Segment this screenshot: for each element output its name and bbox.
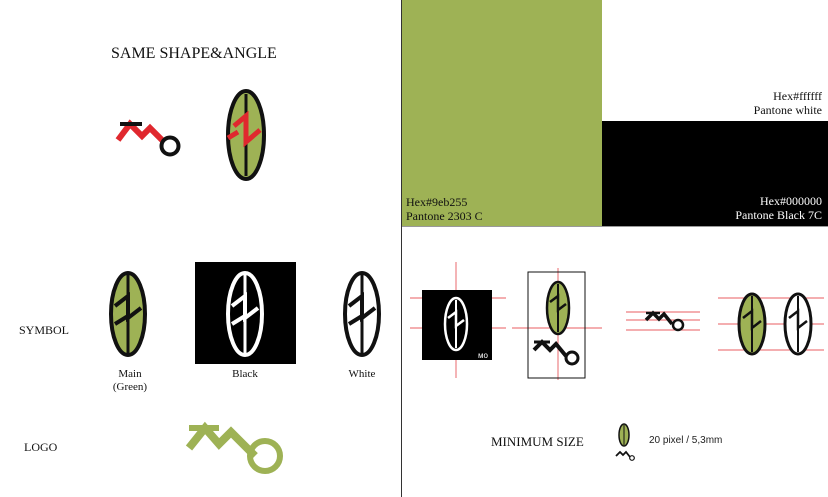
clearspace-vertical-lockup xyxy=(512,268,602,380)
symbol-white-label: White xyxy=(348,368,376,380)
swatch-white-hex: Hex#ffffff xyxy=(773,89,822,103)
vertical-divider xyxy=(401,0,402,497)
horizontal-divider xyxy=(402,226,828,227)
swatch-black-hex: Hex#000000 xyxy=(760,194,822,208)
swatch-black xyxy=(602,121,828,226)
logo-heading: LOGO xyxy=(24,440,58,454)
clearspace-black-symbol: ᴍo xyxy=(410,262,506,378)
symbol-black-label: Black xyxy=(232,368,258,380)
swatch-green-pantone: Pantone 2303 C xyxy=(406,209,483,223)
swatch-white-pantone: Pantone white xyxy=(753,103,822,117)
swatch-white xyxy=(602,0,828,121)
symbol-main-subcaption: (Green) xyxy=(112,381,148,393)
symbol-main-label: Main (Green) xyxy=(100,368,160,394)
symbol-main-caption: Main xyxy=(118,368,142,380)
minimum-size-note: 20 pixel / 5,3mm xyxy=(649,435,723,446)
swatch-black-text: Hex#000000 Pantone Black 7C xyxy=(735,194,822,222)
swatch-green xyxy=(402,0,602,226)
logo-wordmark-green xyxy=(185,421,283,474)
minimum-size-heading: MINIMUM SIZE xyxy=(491,434,584,449)
symbol-main-green xyxy=(109,271,147,357)
clearspace-symbol-pair xyxy=(718,292,824,356)
svg-text:ᴍo: ᴍo xyxy=(478,351,489,360)
leaf-red-angle-demo xyxy=(226,89,266,181)
swatch-green-text: Hex#9eb255 Pantone 2303 C xyxy=(406,195,483,223)
wordmark-red-angle-demo xyxy=(115,119,181,157)
swatch-white-text: Hex#ffffff Pantone white xyxy=(754,89,822,117)
clearspace-wordmark xyxy=(626,310,700,332)
symbol-black xyxy=(226,271,264,357)
symbol-heading: SYMBOL xyxy=(19,323,70,337)
symbol-white xyxy=(343,271,381,357)
same-shape-heading: SAME SHAPE&ANGLE xyxy=(111,45,277,62)
swatch-black-pantone: Pantone Black 7C xyxy=(735,208,822,222)
swatch-green-hex: Hex#9eb255 xyxy=(406,195,468,209)
minimum-size-symbol xyxy=(615,423,635,461)
